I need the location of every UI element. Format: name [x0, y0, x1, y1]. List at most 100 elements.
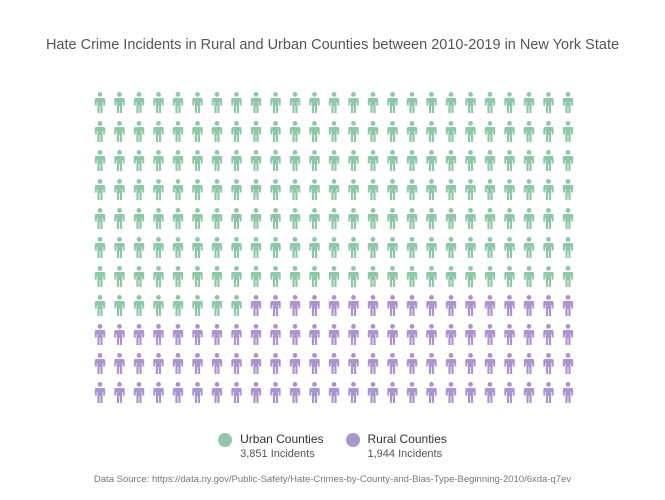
rural-person-icon [543, 324, 554, 345]
urban-person-icon [406, 121, 418, 142]
urban-person-icon [504, 237, 515, 258]
urban-person-icon [465, 179, 476, 200]
urban-person-icon [250, 208, 262, 229]
rural-person-icon [192, 353, 203, 374]
urban-person-icon [387, 237, 398, 258]
rural-person-icon [348, 324, 359, 345]
urban-person-icon [543, 150, 554, 171]
urban-person-icon [504, 179, 515, 200]
urban-person-icon [523, 92, 535, 113]
urban-person-icon [504, 121, 515, 142]
urban-person-icon [562, 208, 574, 229]
rural-person-icon [94, 324, 106, 345]
rural-person-icon [543, 353, 554, 374]
rural-person-icon [348, 382, 359, 403]
urban-person-icon [231, 208, 242, 229]
rural-person-icon [484, 353, 496, 374]
urban-person-icon [289, 179, 301, 200]
urban-person-icon [192, 121, 203, 142]
rural-person-icon [406, 382, 418, 403]
urban-person-icon [367, 179, 379, 200]
urban-person-icon [289, 208, 301, 229]
rural-person-icon [465, 382, 476, 403]
urban-person-icon [192, 208, 203, 229]
urban-person-icon [387, 266, 398, 287]
urban-person-icon [328, 266, 340, 287]
urban-person-icon [172, 121, 184, 142]
urban-person-icon [94, 150, 106, 171]
rural-person-icon [192, 324, 203, 345]
urban-person-icon [426, 237, 437, 258]
rural-person-icon [523, 382, 535, 403]
urban-person-icon [484, 92, 496, 113]
rural-person-icon [387, 324, 398, 345]
rural-person-icon [270, 324, 281, 345]
urban-person-icon [309, 150, 320, 171]
urban-person-icon [270, 208, 281, 229]
urban-person-icon [270, 179, 281, 200]
urban-person-icon [484, 208, 496, 229]
rural-person-icon [406, 353, 418, 374]
urban-person-icon [270, 237, 281, 258]
urban-person-icon [426, 150, 437, 171]
urban-person-icon [192, 237, 203, 258]
rural-person-icon [309, 324, 320, 345]
rural-person-icon [348, 295, 359, 316]
urban-person-icon [328, 150, 340, 171]
urban-person-icon [465, 121, 476, 142]
rural-person-icon [367, 295, 379, 316]
urban-person-icon [328, 208, 340, 229]
rural-person-icon [328, 295, 340, 316]
rural-person-icon [211, 324, 223, 345]
legend: Urban Counties 3,851 Incidents Rural Cou… [0, 432, 665, 462]
urban-person-icon [523, 121, 535, 142]
legend-marker-rural [345, 433, 360, 447]
urban-person-icon [543, 179, 554, 200]
urban-person-icon [114, 179, 125, 200]
rural-person-icon [231, 324, 242, 345]
urban-person-icon [348, 121, 359, 142]
urban-person-icon [172, 266, 184, 287]
urban-person-icon [543, 92, 554, 113]
urban-person-icon [94, 92, 106, 113]
rural-person-icon [114, 382, 125, 403]
rural-person-icon [387, 382, 398, 403]
urban-person-icon [250, 179, 262, 200]
rural-person-icon [543, 295, 554, 316]
urban-person-icon [231, 237, 242, 258]
rural-person-icon [328, 353, 340, 374]
urban-person-icon [406, 266, 418, 287]
urban-person-icon [270, 266, 281, 287]
urban-person-icon [543, 237, 554, 258]
urban-person-icon [426, 266, 437, 287]
urban-person-icon [153, 295, 164, 316]
urban-person-icon [348, 179, 359, 200]
data-source-note: Data Source: https://data.ny.gov/Public-… [93, 474, 572, 485]
chart-title: Hate Crime Incidents in Rural and Urban … [45, 37, 620, 53]
urban-person-icon [504, 150, 515, 171]
urban-person-icon [523, 179, 535, 200]
urban-person-icon [250, 150, 262, 171]
urban-person-icon [153, 121, 164, 142]
urban-person-icon [172, 295, 184, 316]
urban-person-icon [387, 150, 398, 171]
urban-person-icon [387, 208, 398, 229]
urban-person-icon [250, 266, 262, 287]
rural-person-icon [133, 382, 145, 403]
urban-person-icon [133, 179, 145, 200]
urban-person-icon [426, 208, 437, 229]
rural-person-icon [426, 295, 437, 316]
rural-person-icon [231, 382, 242, 403]
urban-person-icon [484, 237, 496, 258]
urban-person-icon [484, 150, 496, 171]
urban-person-icon [153, 150, 164, 171]
legend-marker-urban [218, 433, 233, 447]
urban-person-icon [231, 92, 242, 113]
urban-person-icon [94, 266, 106, 287]
urban-person-icon [445, 237, 457, 258]
rural-person-icon [192, 382, 203, 403]
urban-person-icon [211, 295, 223, 316]
urban-person-icon [94, 179, 106, 200]
rural-person-icon [289, 382, 301, 403]
rural-person-icon [523, 353, 535, 374]
